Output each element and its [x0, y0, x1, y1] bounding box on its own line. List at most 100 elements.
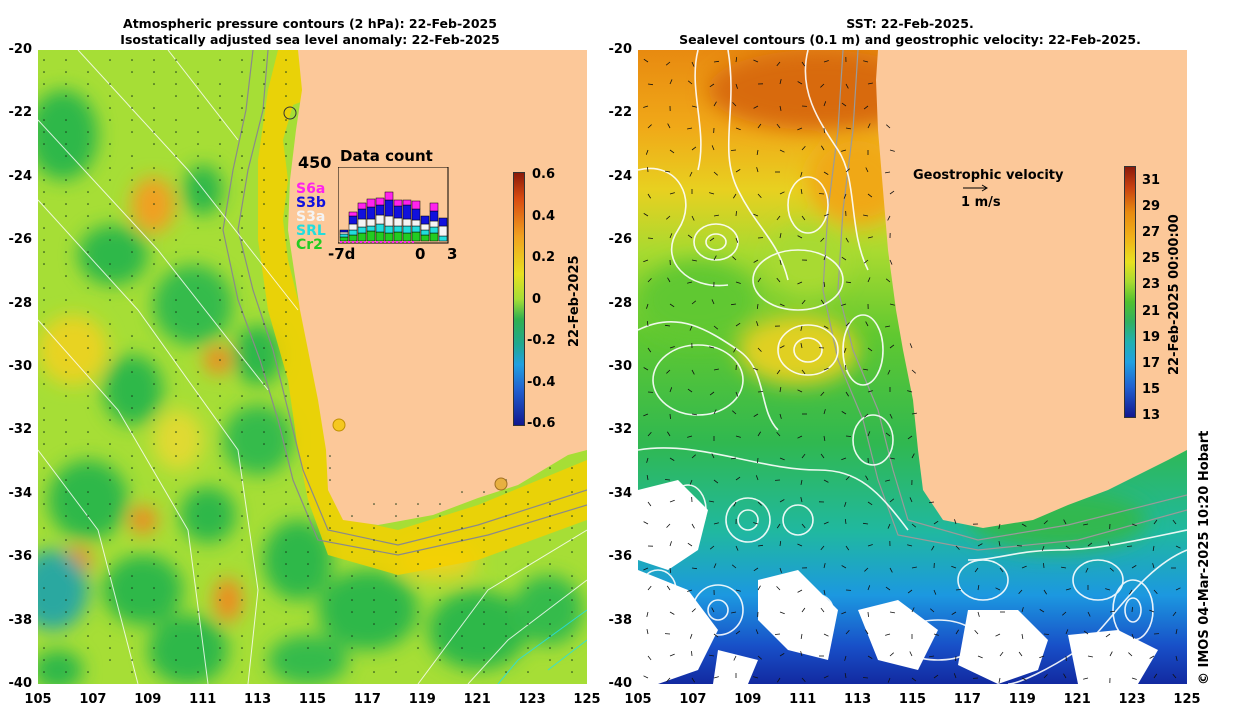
- right-colorbar-tick: 13: [1142, 407, 1161, 423]
- tide-gauge-marker[interactable]: [494, 477, 508, 491]
- data-count-bar-segment: [357, 232, 367, 242]
- bathymetry-lines-right: [822, 50, 1187, 551]
- left-colorbar-tick: 0.6: [532, 167, 556, 182]
- data-count-bar-segment: [375, 231, 385, 242]
- y-axis-tick-left: -26: [8, 232, 33, 248]
- data-count-bar-segment: [402, 225, 412, 234]
- coastal-band: [258, 50, 587, 575]
- y-axis-tick-right: -24: [608, 168, 633, 184]
- data-count-bar-segment: [402, 199, 412, 206]
- x-axis-tick-right: 125: [1173, 692, 1201, 707]
- inset-x-end: 3: [447, 245, 458, 263]
- data-count-bar-segment: [429, 226, 439, 234]
- data-count-bar-segment: [420, 223, 430, 231]
- x-axis-tick-right: 111: [789, 692, 817, 707]
- data-count-bar-segment: [357, 202, 367, 210]
- velocity-scale-arrow-icon: [963, 184, 988, 192]
- y-axis-tick-right: -28: [608, 295, 633, 311]
- inset-x-start: -7d: [328, 245, 356, 263]
- left-colorbar-tick: -0.2: [527, 333, 556, 348]
- data-count-bar-segment: [429, 232, 439, 242]
- x-axis-tick-left: 119: [408, 692, 436, 707]
- velocity-arrows: [643, 56, 1181, 684]
- data-count-bar-segment: [420, 234, 430, 242]
- data-count-bar-segment: [393, 231, 403, 242]
- data-count-bar-segment: [384, 199, 394, 217]
- x-axis-tick-left: 121: [463, 692, 491, 707]
- x-axis-tick-right: 119: [1008, 692, 1036, 707]
- data-count-bar-segment: [339, 231, 349, 235]
- left-title-line1: Atmospheric pressure contours (2 hPa): 2…: [123, 16, 497, 31]
- y-axis-tick-left: -24: [8, 168, 33, 184]
- y-axis-tick-left: -40: [8, 676, 33, 691]
- data-count-bar-segment: [384, 215, 394, 227]
- y-axis-tick-left: -36: [8, 549, 33, 565]
- x-axis-tick-right: 115: [898, 692, 927, 707]
- data-count-bar-segment: [393, 217, 403, 227]
- y-axis-tick-right: -22: [608, 105, 633, 121]
- right-map-canvas: [638, 50, 1187, 684]
- data-count-bar-segment: [366, 206, 376, 220]
- y-axis-tick-right: -30: [608, 359, 633, 374]
- sat-label-srl: SRL: [296, 223, 326, 239]
- left-panel-title: Atmospheric pressure contours (2 hPa): 2…: [60, 16, 560, 48]
- tide-gauge-marker[interactable]: [283, 106, 297, 120]
- tide-gauge-marker[interactable]: [332, 418, 346, 432]
- right-colorbar-tick: 21: [1142, 303, 1161, 319]
- x-axis-tick-right: 105: [624, 692, 652, 707]
- data-count-bar-segment: [402, 218, 412, 227]
- y-axis-tick-right: -34: [608, 485, 633, 501]
- x-axis-tick-right: 109: [734, 692, 762, 707]
- x-axis-tick-right: 123: [1118, 692, 1146, 707]
- sat-label-s6a: S6a: [296, 181, 326, 197]
- right-map-sst[interactable]: [638, 50, 1187, 684]
- data-count-bar-segment: [429, 220, 439, 228]
- data-count-bar-segment: [348, 229, 358, 236]
- australia-land: [288, 50, 587, 525]
- y-axis-tick-right: -26: [608, 232, 633, 248]
- velocity-legend-title: Geostrophic velocity: [913, 168, 1064, 183]
- data-count-max: 450: [298, 153, 332, 172]
- data-count-bar-segment: [357, 226, 367, 234]
- y-axis-tick-left: -28: [8, 295, 33, 311]
- left-map-canvas: [38, 50, 587, 684]
- y-axis-tick-left: -30: [8, 359, 33, 374]
- data-count-bar-segment: [366, 225, 376, 232]
- data-count-bar-segment: [375, 214, 385, 225]
- sea-level-contours: [638, 50, 1187, 684]
- right-colorbar-tick: 23: [1142, 277, 1161, 293]
- data-count-bar-segment: [411, 219, 421, 227]
- data-count-bar-segment: [357, 218, 367, 228]
- data-count-bar-segment: [348, 215, 358, 225]
- right-colorbar-tick: 17: [1142, 355, 1161, 371]
- right-colorbar: [1124, 166, 1136, 418]
- left-colorbar-tick: -0.6: [527, 416, 556, 431]
- australia-land-right: [876, 50, 1187, 528]
- left-colorbar-tick: -0.4: [527, 374, 556, 390]
- data-count-bar-segment: [411, 225, 421, 233]
- data-count-bar-segment: [438, 225, 448, 237]
- y-axis-tick-right: -36: [608, 549, 633, 565]
- right-colorbar-tick: 25: [1142, 251, 1161, 267]
- left-colorbar-tick: 0.4: [532, 208, 556, 224]
- data-count-bar-segment: [393, 225, 403, 233]
- data-count-bar-segment: [420, 229, 430, 236]
- data-count-bar-segment: [438, 235, 448, 242]
- data-count-bars: [338, 167, 449, 244]
- data-count-bar-segment: [402, 232, 412, 242]
- cyan-contours: [497, 609, 587, 684]
- left-title-line2: Isostatically adjusted sea level anomaly…: [120, 32, 500, 47]
- x-axis-tick-right: 121: [1063, 692, 1091, 707]
- data-count-bar-segment: [375, 223, 385, 233]
- x-axis-tick-right: 113: [844, 692, 872, 707]
- right-colorbar-label: 22-Feb-2025 00:00:00: [1167, 214, 1182, 375]
- right-colorbar-tick: 31: [1142, 173, 1161, 188]
- sat-label-s3b: S3b: [296, 195, 326, 211]
- sat-label-cr2: Cr2: [296, 237, 323, 253]
- left-colorbar-tick: 0.2: [532, 250, 556, 265]
- data-count-bar-segment: [402, 204, 412, 220]
- left-colorbar-tick: 0: [532, 291, 542, 307]
- x-axis-tick-left: 123: [518, 692, 546, 707]
- data-count-bar-segment: [384, 225, 394, 234]
- left-map-sea-level-anomaly[interactable]: [38, 50, 587, 684]
